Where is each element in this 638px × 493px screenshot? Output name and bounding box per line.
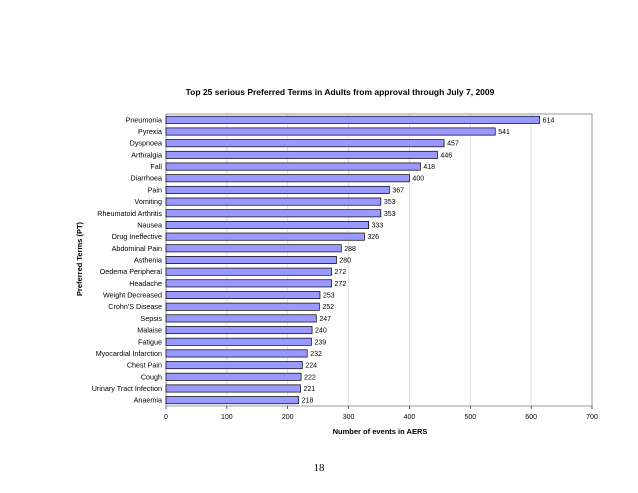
category-label: Malaise: [137, 326, 162, 335]
data-label: 353: [384, 199, 396, 206]
x-tick-labels: 0 100 200 300 400 500 600 700: [164, 406, 598, 421]
bar: [165, 127, 496, 136]
category-label: Weight Decreased: [103, 291, 162, 300]
bar: [165, 372, 302, 381]
bar: [165, 232, 365, 241]
x-tick-label: 0: [164, 414, 168, 421]
bar: [165, 244, 342, 253]
value-labels: 6145414574464184003673533533333262882802…: [302, 117, 555, 404]
bar: [165, 349, 308, 358]
bar: [165, 174, 410, 183]
category-label: Vomiting: [134, 197, 162, 206]
bar: [165, 326, 313, 335]
category-label: Dyspnoea: [130, 139, 162, 148]
category-label: Pyrexia: [138, 127, 162, 136]
bar: [165, 185, 390, 194]
x-tick-label: 100: [221, 414, 233, 421]
data-label: 280: [339, 258, 351, 265]
category-label: Abdominal Pain: [112, 244, 162, 253]
category-label: Urinary Tract Infection: [92, 384, 162, 393]
data-label: 288: [344, 246, 356, 253]
data-label: 232: [310, 351, 322, 358]
category-label: Fatigue: [138, 337, 162, 346]
data-label: 218: [302, 398, 314, 405]
bar: [165, 197, 382, 206]
bars: [165, 115, 541, 405]
bar: [165, 162, 421, 171]
category-label: Asthenia: [134, 256, 162, 265]
data-label: 252: [322, 304, 334, 311]
category-labels: Pneumonia Pyrexia Dyspnoea Arthralgia Fall Di…: [92, 115, 163, 404]
x-tick-label: 200: [282, 414, 294, 421]
category-label: Sepsis: [140, 314, 162, 323]
data-label: 614: [543, 117, 555, 124]
data-label: 446: [440, 152, 452, 159]
data-label: 333: [372, 222, 384, 229]
data-label: 326: [367, 234, 379, 241]
data-label: 400: [412, 176, 424, 183]
data-label: 253: [323, 293, 335, 300]
data-label: 221: [303, 386, 315, 393]
bar: [165, 220, 370, 229]
category-label: Nausea: [137, 220, 162, 229]
x-tick-label: 500: [464, 414, 476, 421]
x-tick-label: 400: [404, 414, 416, 421]
data-label: 353: [384, 211, 396, 218]
category-label: Crohn'S Disease: [108, 302, 162, 311]
y-axis-label: Preferred Terms (PT): [75, 221, 84, 296]
x-axis-label: Number of events in AERS: [333, 427, 428, 436]
category-label: Drug Ineffective: [112, 232, 162, 241]
data-label: 272: [335, 269, 347, 276]
category-label: Pain: [148, 185, 162, 194]
category-label: Cough: [141, 372, 162, 381]
bar: [165, 396, 300, 405]
category-label: Chest Pain: [127, 361, 162, 370]
bar: [165, 314, 317, 323]
bar: [165, 209, 382, 218]
category-label: Headache: [129, 279, 162, 288]
bar: [165, 361, 303, 370]
data-label: 418: [423, 164, 435, 171]
bar: [165, 139, 445, 148]
bar: [165, 337, 312, 346]
bar: [165, 150, 438, 159]
bar: [165, 291, 321, 300]
bar: [165, 256, 337, 264]
data-label: 224: [305, 363, 317, 370]
bar: [165, 267, 332, 276]
data-label: 457: [447, 141, 459, 148]
page-number: 18: [313, 462, 325, 474]
category-label: Rheumatoid Arthritis: [97, 209, 162, 218]
data-label: 240: [315, 328, 327, 335]
x-tick-label: 600: [525, 414, 537, 421]
category-label: Pneumonia: [126, 115, 162, 124]
x-tick-label: 700: [586, 414, 598, 421]
chart-title: Top 25 serious Preferred Terms in Adults…: [186, 87, 495, 97]
data-label: 247: [319, 316, 331, 323]
category-label: Anaemia: [134, 396, 162, 405]
data-label: 239: [314, 339, 326, 346]
bar: [165, 115, 541, 124]
category-label: Diarrhoea: [130, 174, 162, 183]
bar: [165, 384, 301, 393]
bar: [165, 279, 332, 288]
category-label: Arthralgia: [131, 150, 162, 159]
x-tick-label: 300: [343, 414, 355, 421]
data-label: 272: [335, 281, 347, 288]
category-label: Fall: [150, 162, 162, 171]
data-label: 541: [498, 129, 510, 136]
category-label: Oedema Peripheral: [100, 267, 163, 276]
bar: [165, 302, 320, 311]
data-label: 222: [304, 374, 316, 381]
data-label: 367: [392, 187, 404, 194]
category-label: Myocardial Infarction: [96, 349, 162, 358]
